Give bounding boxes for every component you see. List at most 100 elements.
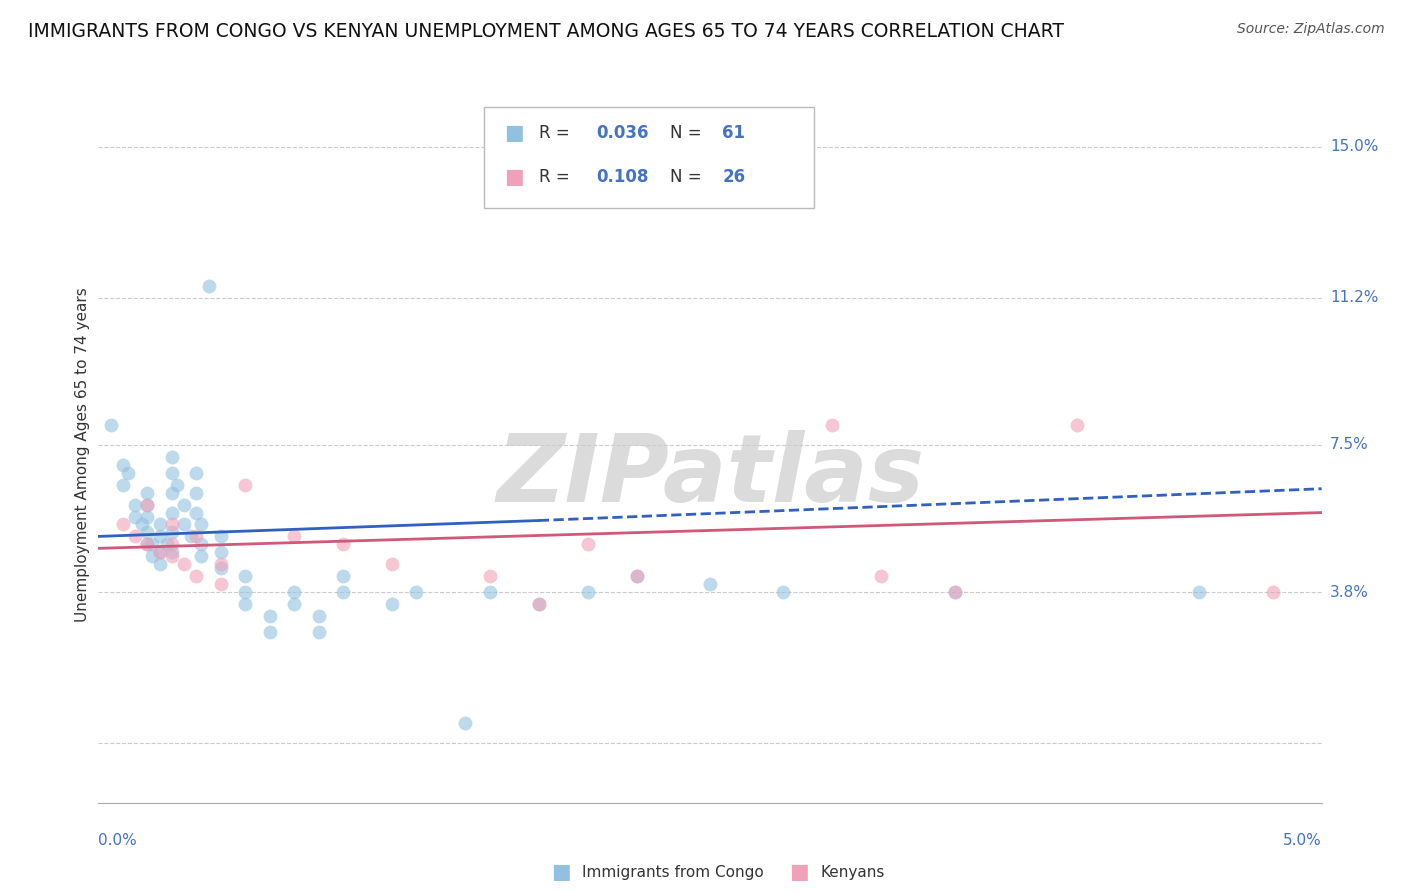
Point [332, 585, 354, 599]
Point [160, 549, 183, 564]
Text: 7.5%: 7.5% [1330, 437, 1368, 452]
Point [124, 498, 146, 512]
Point [233, 597, 256, 611]
Point [124, 529, 146, 543]
Point [454, 716, 477, 731]
Point [332, 569, 354, 583]
Point [156, 537, 179, 551]
Text: Immigrants from Congo: Immigrants from Congo [582, 865, 763, 880]
Point [527, 597, 550, 611]
Point [405, 585, 427, 599]
Point [283, 597, 305, 611]
Point [209, 561, 232, 575]
Point [209, 545, 232, 559]
Text: 61: 61 [723, 124, 745, 142]
Text: Source: ZipAtlas.com: Source: ZipAtlas.com [1237, 22, 1385, 37]
Point [160, 506, 183, 520]
Point [141, 549, 163, 564]
Point [332, 537, 354, 551]
Point [136, 537, 159, 551]
Point [180, 529, 202, 543]
Point [943, 585, 966, 599]
Point [233, 569, 256, 583]
Point [1188, 585, 1211, 599]
Point [381, 558, 404, 572]
Point [136, 498, 159, 512]
Point [186, 466, 208, 480]
Point [111, 517, 134, 532]
Text: 26: 26 [723, 168, 745, 186]
Point [209, 577, 232, 591]
Point [233, 585, 256, 599]
Text: 0.108: 0.108 [596, 168, 648, 186]
Point [699, 577, 721, 591]
Point [870, 569, 893, 583]
Text: 5.0%: 5.0% [1282, 833, 1322, 848]
Point [381, 597, 404, 611]
Point [233, 477, 256, 491]
Point [131, 517, 153, 532]
Point [149, 545, 172, 559]
Text: R =: R = [538, 168, 575, 186]
Point [160, 525, 183, 540]
Text: ■: ■ [505, 167, 524, 186]
Point [160, 537, 183, 551]
Point [259, 624, 281, 639]
Point [173, 498, 195, 512]
Text: 11.2%: 11.2% [1330, 291, 1378, 305]
Text: R =: R = [538, 124, 575, 142]
Point [136, 509, 159, 524]
Text: ■: ■ [790, 863, 810, 882]
Point [283, 529, 305, 543]
Point [821, 418, 844, 433]
Point [259, 609, 281, 624]
Point [190, 549, 212, 564]
Point [160, 545, 183, 559]
Point [111, 477, 134, 491]
Point [186, 506, 208, 520]
Text: Kenyans: Kenyans [820, 865, 884, 880]
Point [136, 485, 159, 500]
Point [943, 585, 966, 599]
Text: N =: N = [669, 124, 707, 142]
Point [149, 558, 172, 572]
Point [149, 517, 172, 532]
Point [160, 466, 183, 480]
Point [209, 529, 232, 543]
Point [308, 609, 330, 624]
Point [283, 585, 305, 599]
Point [100, 418, 122, 433]
Point [160, 450, 183, 464]
Point [149, 529, 172, 543]
Point [141, 537, 163, 551]
Point [478, 585, 501, 599]
Point [626, 569, 648, 583]
Point [186, 485, 208, 500]
Y-axis label: Unemployment Among Ages 65 to 74 years: Unemployment Among Ages 65 to 74 years [75, 287, 90, 623]
Point [197, 279, 219, 293]
Text: ZIPatlas: ZIPatlas [496, 430, 924, 522]
Point [478, 569, 501, 583]
Point [166, 477, 188, 491]
Point [149, 545, 172, 559]
Point [527, 597, 550, 611]
Point [124, 509, 146, 524]
Point [626, 569, 648, 583]
Point [117, 466, 139, 480]
Text: 3.8%: 3.8% [1330, 584, 1369, 599]
Text: ■: ■ [505, 123, 524, 143]
Point [173, 517, 195, 532]
Point [308, 624, 330, 639]
Point [160, 517, 183, 532]
Text: 0.0%: 0.0% [98, 833, 138, 848]
Text: ■: ■ [551, 863, 571, 882]
Point [136, 525, 159, 540]
Point [576, 585, 599, 599]
Point [111, 458, 134, 472]
Point [136, 498, 159, 512]
Point [136, 537, 159, 551]
Point [1066, 418, 1088, 433]
Point [576, 537, 599, 551]
Text: 0.036: 0.036 [596, 124, 648, 142]
Point [186, 529, 208, 543]
